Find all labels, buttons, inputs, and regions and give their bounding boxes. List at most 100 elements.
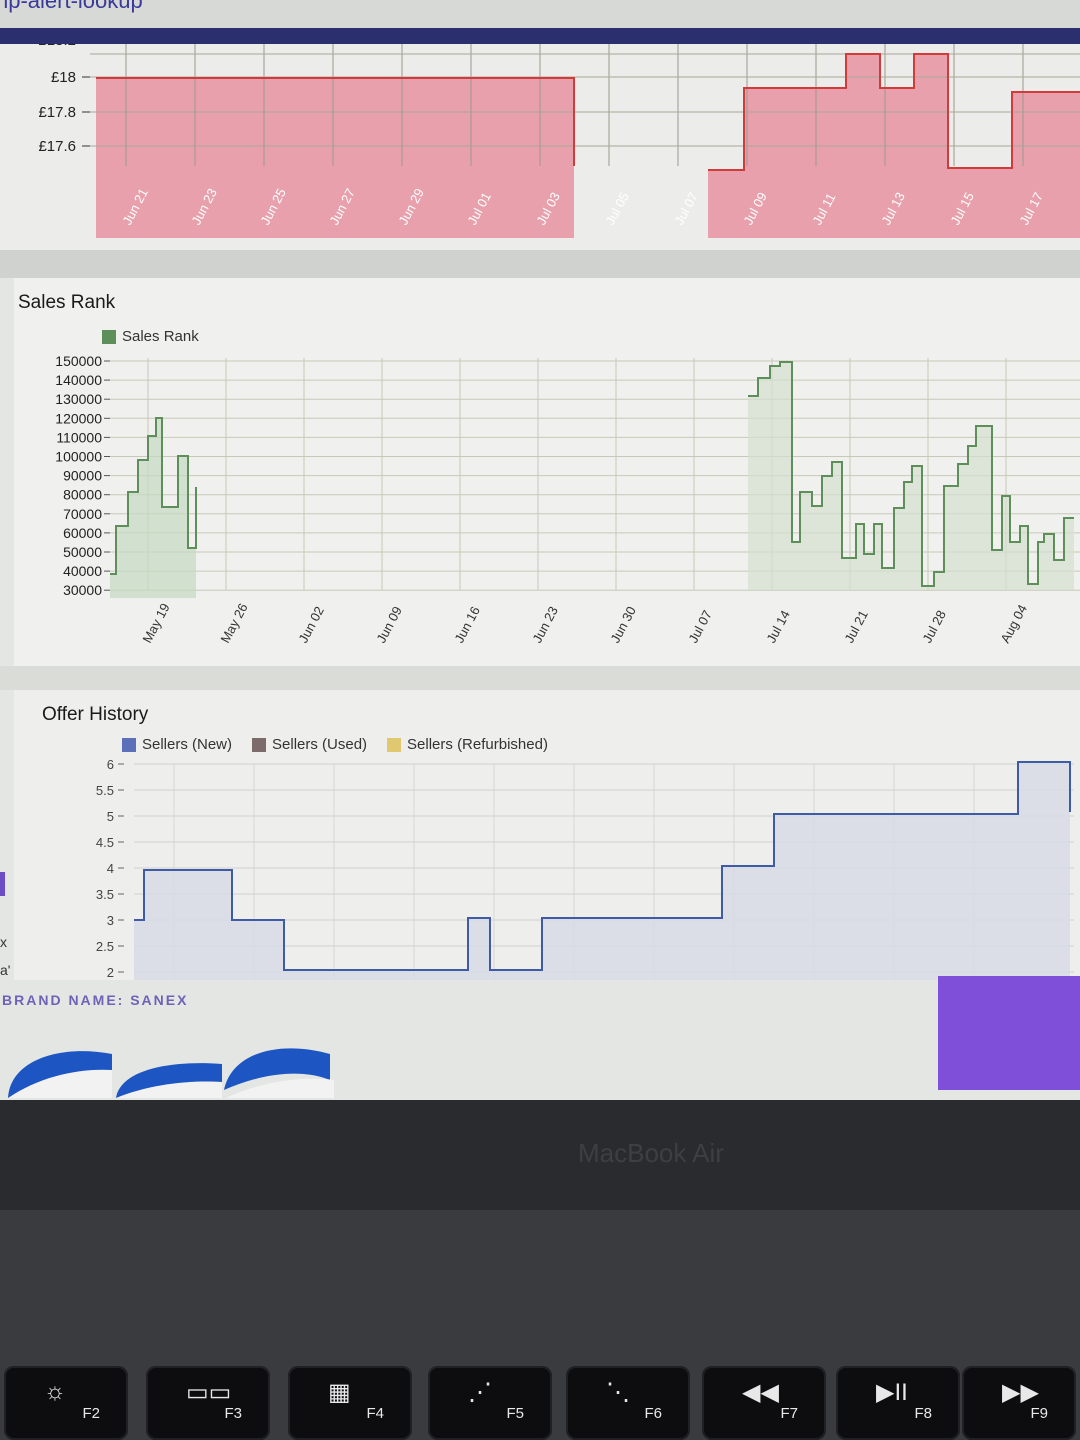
legend-swatch — [122, 737, 136, 752]
product-thumbnail — [8, 1069, 112, 1098]
play-pause-icon: ▶II — [876, 1379, 908, 1406]
y-tick-label: £17.6 — [38, 138, 76, 155]
sales-rank-panel: Sales Rank Sales Rank 150000 140000 130000… — [14, 278, 1080, 666]
sales-rank-legend[interactable]: Sales Rank — [102, 328, 199, 345]
sales-rank-area — [110, 418, 196, 598]
y-tick-label: 3 — [107, 913, 114, 928]
x-tick-label: Jul 07 — [671, 190, 701, 228]
nav-bar — [0, 28, 1080, 44]
y-tick-label: 130000 — [55, 391, 102, 407]
side-text-x: x — [0, 934, 7, 950]
y-tick-label: 3.5 — [96, 887, 114, 902]
sellers-new-line — [134, 761, 1071, 971]
offer-history-title: Offer History — [42, 704, 149, 725]
key-label: F8 — [914, 1405, 932, 1422]
legend-label: Sales Rank — [122, 328, 199, 345]
keyboard-light-down-icon: ⋰ — [468, 1379, 492, 1406]
sales-rank-title: Sales Rank — [18, 292, 116, 313]
brand-name-label: BRAND NAME: SANEX — [2, 992, 189, 1008]
key-label: F6 — [644, 1405, 662, 1422]
section-divider — [0, 666, 1080, 690]
legend-label: Sellers (Used) — [272, 736, 368, 753]
keyboard-light-up-icon: ⋱ — [606, 1379, 630, 1406]
key-label: F4 — [366, 1405, 384, 1422]
y-tick-label: 110000 — [56, 429, 102, 445]
y-tick-label: 60000 — [63, 525, 102, 541]
legend-sellers-new[interactable]: Sellers (New) — [122, 736, 232, 753]
x-tick-label: Jul 28 — [919, 608, 949, 646]
key-label: F7 — [780, 1405, 798, 1422]
product-thumbnail — [226, 1078, 334, 1098]
y-tick-label: 2.5 — [96, 939, 114, 954]
y-tick-label: 90000 — [63, 468, 102, 484]
y-tick-label: 5 — [107, 809, 114, 824]
key-f7[interactable]: ◀◀ F7 — [702, 1366, 826, 1440]
product-thumbnail — [224, 1048, 330, 1090]
sales-rank-chart: 150000 140000 130000 120000 110000 100000 9000… — [55, 353, 1080, 646]
laptop-bezel — [0, 1100, 1080, 1210]
key-f6[interactable]: ⋱ F6 — [566, 1366, 690, 1440]
product-thumbnail — [116, 1081, 222, 1098]
key-label: F5 — [506, 1405, 524, 1422]
legend-swatch — [102, 329, 116, 344]
purple-banner[interactable] — [938, 976, 1080, 1090]
product-thumbnails — [8, 1048, 334, 1098]
price-area — [96, 78, 574, 238]
legend-sellers-refurbished[interactable]: Sellers (Refurbished) — [387, 736, 548, 753]
x-tick-label: Jun 09 — [373, 604, 405, 646]
launchpad-icon: ▦ — [328, 1379, 351, 1406]
offer-history-panel: Offer History Sellers (New) Sellers (Use… — [14, 690, 1080, 980]
side-tab[interactable] — [0, 872, 5, 896]
y-tick-label: £18 — [51, 69, 76, 86]
sales-rank-line — [748, 361, 1074, 587]
brightness-up-icon: ☼ — [44, 1378, 66, 1405]
key-label: F2 — [82, 1405, 100, 1422]
key-f4[interactable]: ▦ F4 — [288, 1366, 412, 1440]
legend-label: Sellers (Refurbished) — [407, 736, 548, 753]
laptop-model-label: MacBook Air — [578, 1138, 724, 1168]
x-tick-label: Jun 30 — [607, 604, 639, 646]
key-f8[interactable]: ▶II F8 — [836, 1366, 960, 1440]
x-tick-label: Aug 04 — [997, 602, 1030, 645]
y-tick-label: 6 — [107, 757, 114, 772]
key-label: F3 — [224, 1405, 242, 1422]
offer-history-legend: Sellers (New) Sellers (Used) Sellers (Re… — [122, 736, 548, 753]
legend-sellers-used[interactable]: Sellers (Used) — [252, 736, 367, 753]
fast-forward-icon: ▶▶ — [1002, 1379, 1039, 1406]
url-text: np-alert-lookup — [0, 0, 143, 13]
x-tick-label: Jul 05 — [602, 190, 632, 228]
y-tick-label: 30000 — [63, 582, 102, 598]
key-f3[interactable]: ▭▭ F3 — [146, 1366, 270, 1440]
x-tick-label: May 19 — [139, 601, 172, 646]
sales-rank-area — [748, 362, 1074, 590]
legend-swatch — [252, 737, 267, 752]
y-tick-label: 50000 — [63, 544, 102, 560]
section-divider — [0, 250, 1080, 278]
y-tick-label: 2 — [107, 965, 114, 980]
legend-swatch — [387, 737, 402, 752]
key-f5[interactable]: ⋰ F5 — [428, 1366, 552, 1440]
y-tick-label: 100000 — [55, 449, 102, 465]
x-tick-label: Jul 14 — [763, 608, 793, 646]
x-tick-label: Aug 11 — [1075, 603, 1080, 646]
x-tick-label: Jul 21 — [841, 608, 871, 646]
x-tick-label: May 26 — [217, 601, 250, 646]
y-tick-label: 70000 — [63, 506, 102, 522]
x-tick-label: Jun 02 — [295, 604, 327, 646]
address-bar[interactable]: np-alert-lookup — [0, 0, 1080, 28]
key-f2[interactable]: ☼ F2 — [4, 1366, 128, 1440]
y-tick-label: 150000 — [55, 353, 102, 369]
key-f9[interactable]: ▶▶ F9 — [962, 1366, 1076, 1440]
y-tick-label: £17.8 — [38, 104, 76, 121]
sales-rank-line — [110, 417, 197, 575]
y-tick-label: 4.5 — [96, 835, 114, 850]
x-tick-label: Jul 07 — [685, 608, 715, 646]
y-tick-label: £18.2 — [38, 44, 76, 49]
y-tick-label: 140000 — [55, 372, 102, 388]
legend-label: Sellers (New) — [142, 736, 233, 753]
key-label: F9 — [1030, 1405, 1048, 1422]
y-tick-label: 5.5 — [96, 783, 114, 798]
rewind-icon: ◀◀ — [742, 1379, 779, 1406]
